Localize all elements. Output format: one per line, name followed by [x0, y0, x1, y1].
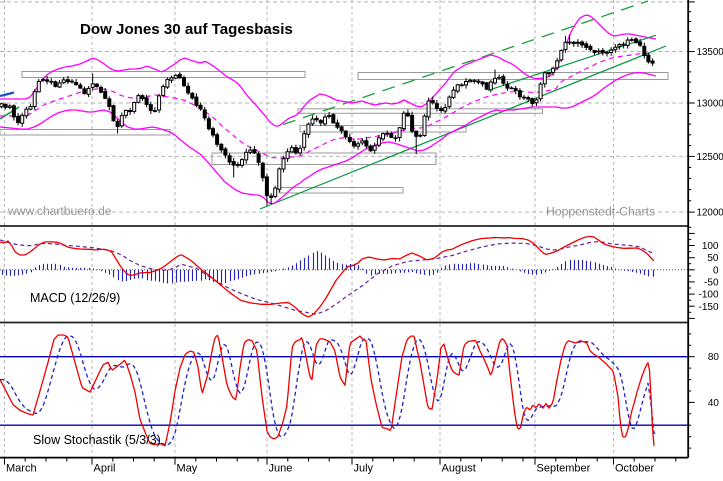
svg-text:October: October [615, 463, 654, 475]
svg-text:-150: -150 [698, 302, 718, 313]
svg-text:Slow Stochastik (5/3/3): Slow Stochastik (5/3/3) [33, 433, 161, 447]
svg-text:-50: -50 [704, 277, 719, 288]
svg-text:August: August [442, 463, 476, 475]
svg-text:40: 40 [708, 398, 720, 409]
svg-text:Hoppenstedt-Charts: Hoppenstedt-Charts [546, 205, 655, 219]
svg-text:Dow Jones 30 auf Tagesbasis: Dow Jones 30 auf Tagesbasis [80, 21, 293, 38]
svg-text:12500: 12500 [697, 152, 723, 163]
svg-text:July: July [354, 463, 374, 475]
svg-text:13500: 13500 [697, 47, 723, 58]
svg-text:12000: 12000 [697, 208, 723, 219]
svg-text:13000: 13000 [697, 99, 723, 110]
svg-text:September: September [537, 463, 591, 475]
svg-text:-100: -100 [698, 290, 718, 301]
svg-text:May: May [177, 463, 198, 475]
svg-text:June: June [269, 463, 293, 475]
svg-text:March: March [6, 463, 37, 475]
svg-text:80: 80 [708, 352, 720, 363]
svg-text:0: 0 [713, 265, 719, 276]
svg-text:MACD (12/26/9): MACD (12/26/9) [30, 291, 120, 305]
svg-text:www.chartbuero.de: www.chartbuero.de [7, 204, 112, 218]
svg-text:100: 100 [702, 241, 719, 252]
svg-text:April: April [94, 463, 116, 475]
svg-text:50: 50 [707, 253, 719, 264]
